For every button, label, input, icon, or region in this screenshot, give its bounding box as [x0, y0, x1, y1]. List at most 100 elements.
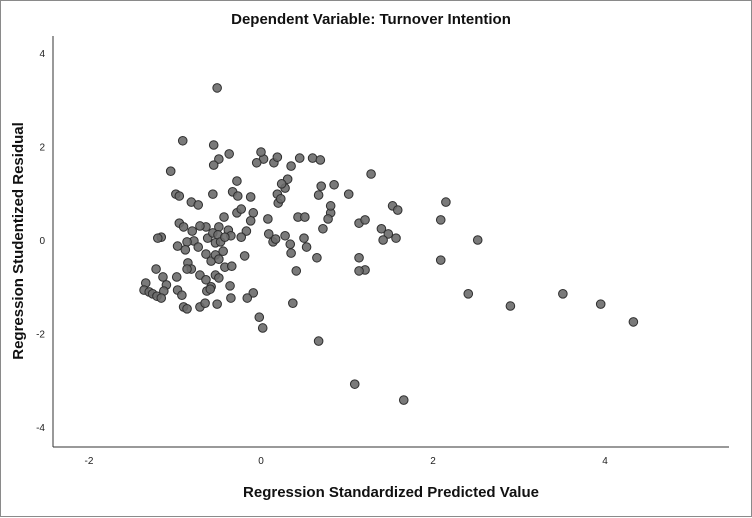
data-point: [214, 254, 224, 264]
data-point: [153, 233, 163, 243]
data-point: [325, 201, 336, 211]
data-point: [263, 229, 274, 239]
data-point: [245, 192, 256, 202]
data-point: [378, 235, 388, 245]
data-point: [312, 252, 322, 263]
data-point: [236, 204, 247, 214]
y-axis-label: Regression Studentized Residual: [10, 122, 27, 360]
data-point: [201, 274, 211, 285]
x-tick-label: -2: [85, 456, 94, 467]
data-point: [200, 298, 210, 308]
data-point: [301, 242, 312, 252]
data-point: [558, 289, 568, 299]
y-tick-label: -2: [36, 330, 45, 341]
data-point: [472, 235, 483, 245]
data-point: [239, 251, 250, 261]
x-axis-label: Regression Standardized Predicted Value: [243, 484, 539, 501]
data-point: [316, 181, 327, 191]
data-point: [257, 323, 268, 333]
data-point: [435, 255, 446, 265]
data-point: [349, 379, 360, 389]
data-point: [236, 232, 247, 242]
data-point: [313, 190, 324, 200]
data-point: [214, 154, 224, 164]
data-point: [441, 197, 451, 207]
data-point: [254, 312, 265, 323]
data-point: [288, 298, 298, 308]
data-point: [212, 299, 222, 309]
data-point: [595, 299, 606, 309]
data-point: [187, 226, 197, 236]
data-point: [360, 215, 370, 225]
x-tick-label: 0: [258, 456, 264, 467]
data-point: [212, 83, 222, 93]
data-point: [177, 135, 188, 146]
data-point: [218, 246, 228, 257]
data-point: [354, 252, 364, 263]
data-point: [294, 153, 305, 163]
data-point: [435, 215, 446, 225]
data-point: [226, 293, 236, 303]
data-point: [323, 214, 333, 224]
data-point: [505, 301, 516, 311]
data-point: [174, 191, 185, 201]
data-point: [248, 288, 259, 298]
data-point: [354, 266, 364, 276]
data-point: [263, 214, 273, 224]
data-point: [214, 273, 224, 283]
data-point: [299, 233, 309, 243]
data-point: [286, 161, 296, 171]
data-point: [280, 230, 290, 241]
data-point: [392, 205, 403, 215]
data-point: [172, 241, 183, 251]
data-point: [165, 166, 176, 177]
data-point: [256, 147, 266, 157]
y-tick-label: -4: [36, 423, 45, 434]
data-point: [226, 261, 237, 272]
data-point: [318, 223, 328, 234]
data-point: [300, 212, 310, 222]
data-point: [398, 395, 409, 405]
data-point: [270, 234, 281, 244]
data-point: [182, 264, 192, 274]
data-point: [628, 317, 639, 327]
data-point: [195, 221, 205, 231]
data-point: [177, 290, 187, 301]
y-tick-label: 2: [39, 142, 45, 153]
data-point: [182, 237, 192, 247]
data-points: [139, 83, 639, 405]
data-point: [272, 152, 283, 162]
data-point: [343, 189, 354, 199]
data-point: [245, 216, 256, 226]
data-point: [178, 222, 189, 232]
data-point: [275, 194, 286, 204]
data-point: [193, 200, 204, 210]
data-point: [219, 212, 229, 222]
y-tick-labels: -4 -2 0 2 4: [36, 49, 45, 434]
data-point: [291, 266, 302, 276]
data-point: [383, 229, 394, 239]
data-point: [208, 140, 219, 150]
data-point: [315, 155, 326, 165]
data-point: [376, 223, 387, 234]
data-point: [248, 208, 259, 218]
data-point: [251, 157, 262, 168]
data-point: [205, 284, 216, 294]
data-point: [232, 176, 242, 186]
data-point: [391, 233, 401, 243]
data-point: [313, 336, 324, 346]
chart-title: Dependent Variable: Turnover Intention: [231, 11, 511, 28]
x-tick-labels: -2 0 2 4: [85, 456, 609, 467]
data-point: [171, 272, 182, 282]
y-tick-label: 4: [39, 49, 45, 60]
data-point: [220, 232, 230, 242]
data-point: [285, 239, 296, 250]
data-point: [151, 264, 161, 274]
data-point: [329, 179, 339, 190]
data-point: [286, 248, 296, 258]
data-point: [180, 245, 191, 255]
data-point: [307, 153, 318, 163]
x-tick-label: 2: [430, 456, 436, 467]
